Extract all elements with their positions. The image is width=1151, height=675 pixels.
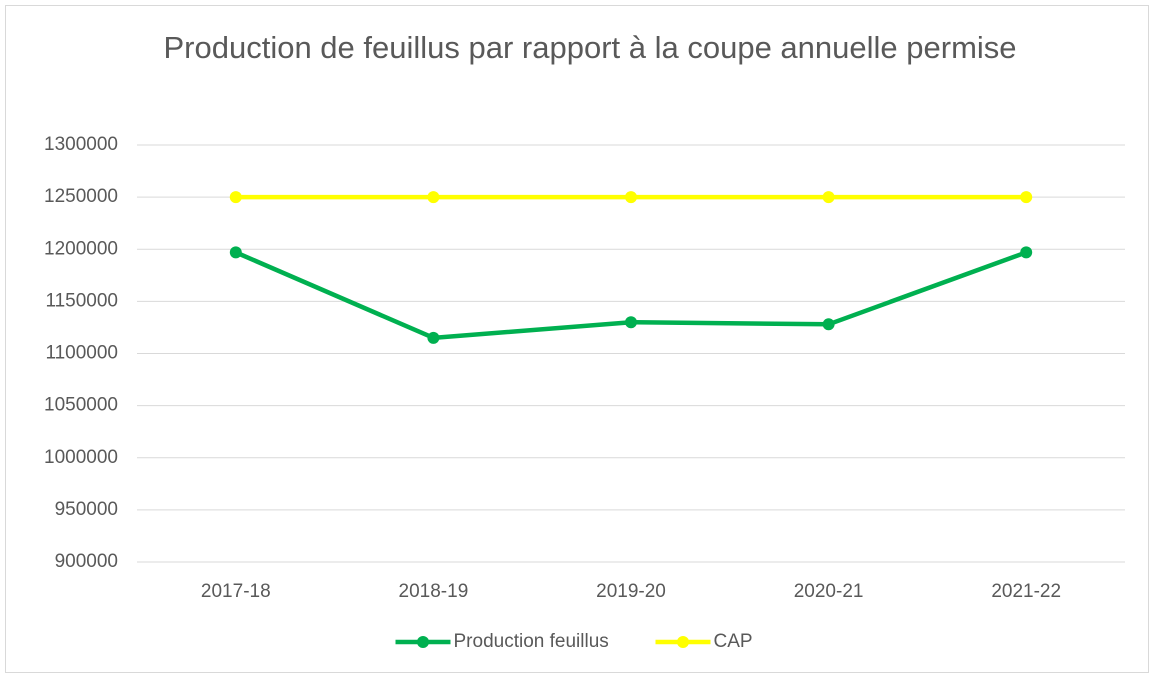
y-tick-label: 1100000 <box>45 343 118 364</box>
y-tick-label: 950000 <box>55 499 118 520</box>
chart-frame <box>5 5 1149 673</box>
data-point <box>822 191 835 204</box>
chart-title: Production de feuillus par rapport à la … <box>163 30 1017 65</box>
y-tick-label: 1000000 <box>44 447 118 468</box>
legend-marker <box>677 636 689 648</box>
x-tick-label: 2020-21 <box>794 581 864 602</box>
y-tick-label: 1250000 <box>44 186 118 207</box>
x-tick-label: 2021-22 <box>991 581 1061 602</box>
x-tick-label: 2018-19 <box>399 581 469 602</box>
y-tick-label: 1150000 <box>45 290 118 311</box>
data-point <box>427 331 440 344</box>
legend-marker <box>417 636 429 648</box>
x-tick-label: 2019-20 <box>596 581 666 602</box>
data-point <box>427 191 440 204</box>
data-point <box>625 191 637 204</box>
data-point <box>822 318 835 331</box>
y-tick-label: 1200000 <box>44 238 118 259</box>
data-point <box>1020 246 1033 259</box>
data-point <box>625 316 637 329</box>
data-point <box>229 191 242 204</box>
y-tick-label: 1300000 <box>44 134 118 155</box>
legend-label: CAP <box>714 631 753 652</box>
data-point <box>229 246 242 259</box>
y-tick-label: 1050000 <box>44 395 118 416</box>
y-tick-label: 900000 <box>55 551 118 572</box>
x-tick-label: 2017-18 <box>201 581 271 602</box>
legend-label: Production feuillus <box>454 631 609 652</box>
data-point <box>1020 191 1033 204</box>
